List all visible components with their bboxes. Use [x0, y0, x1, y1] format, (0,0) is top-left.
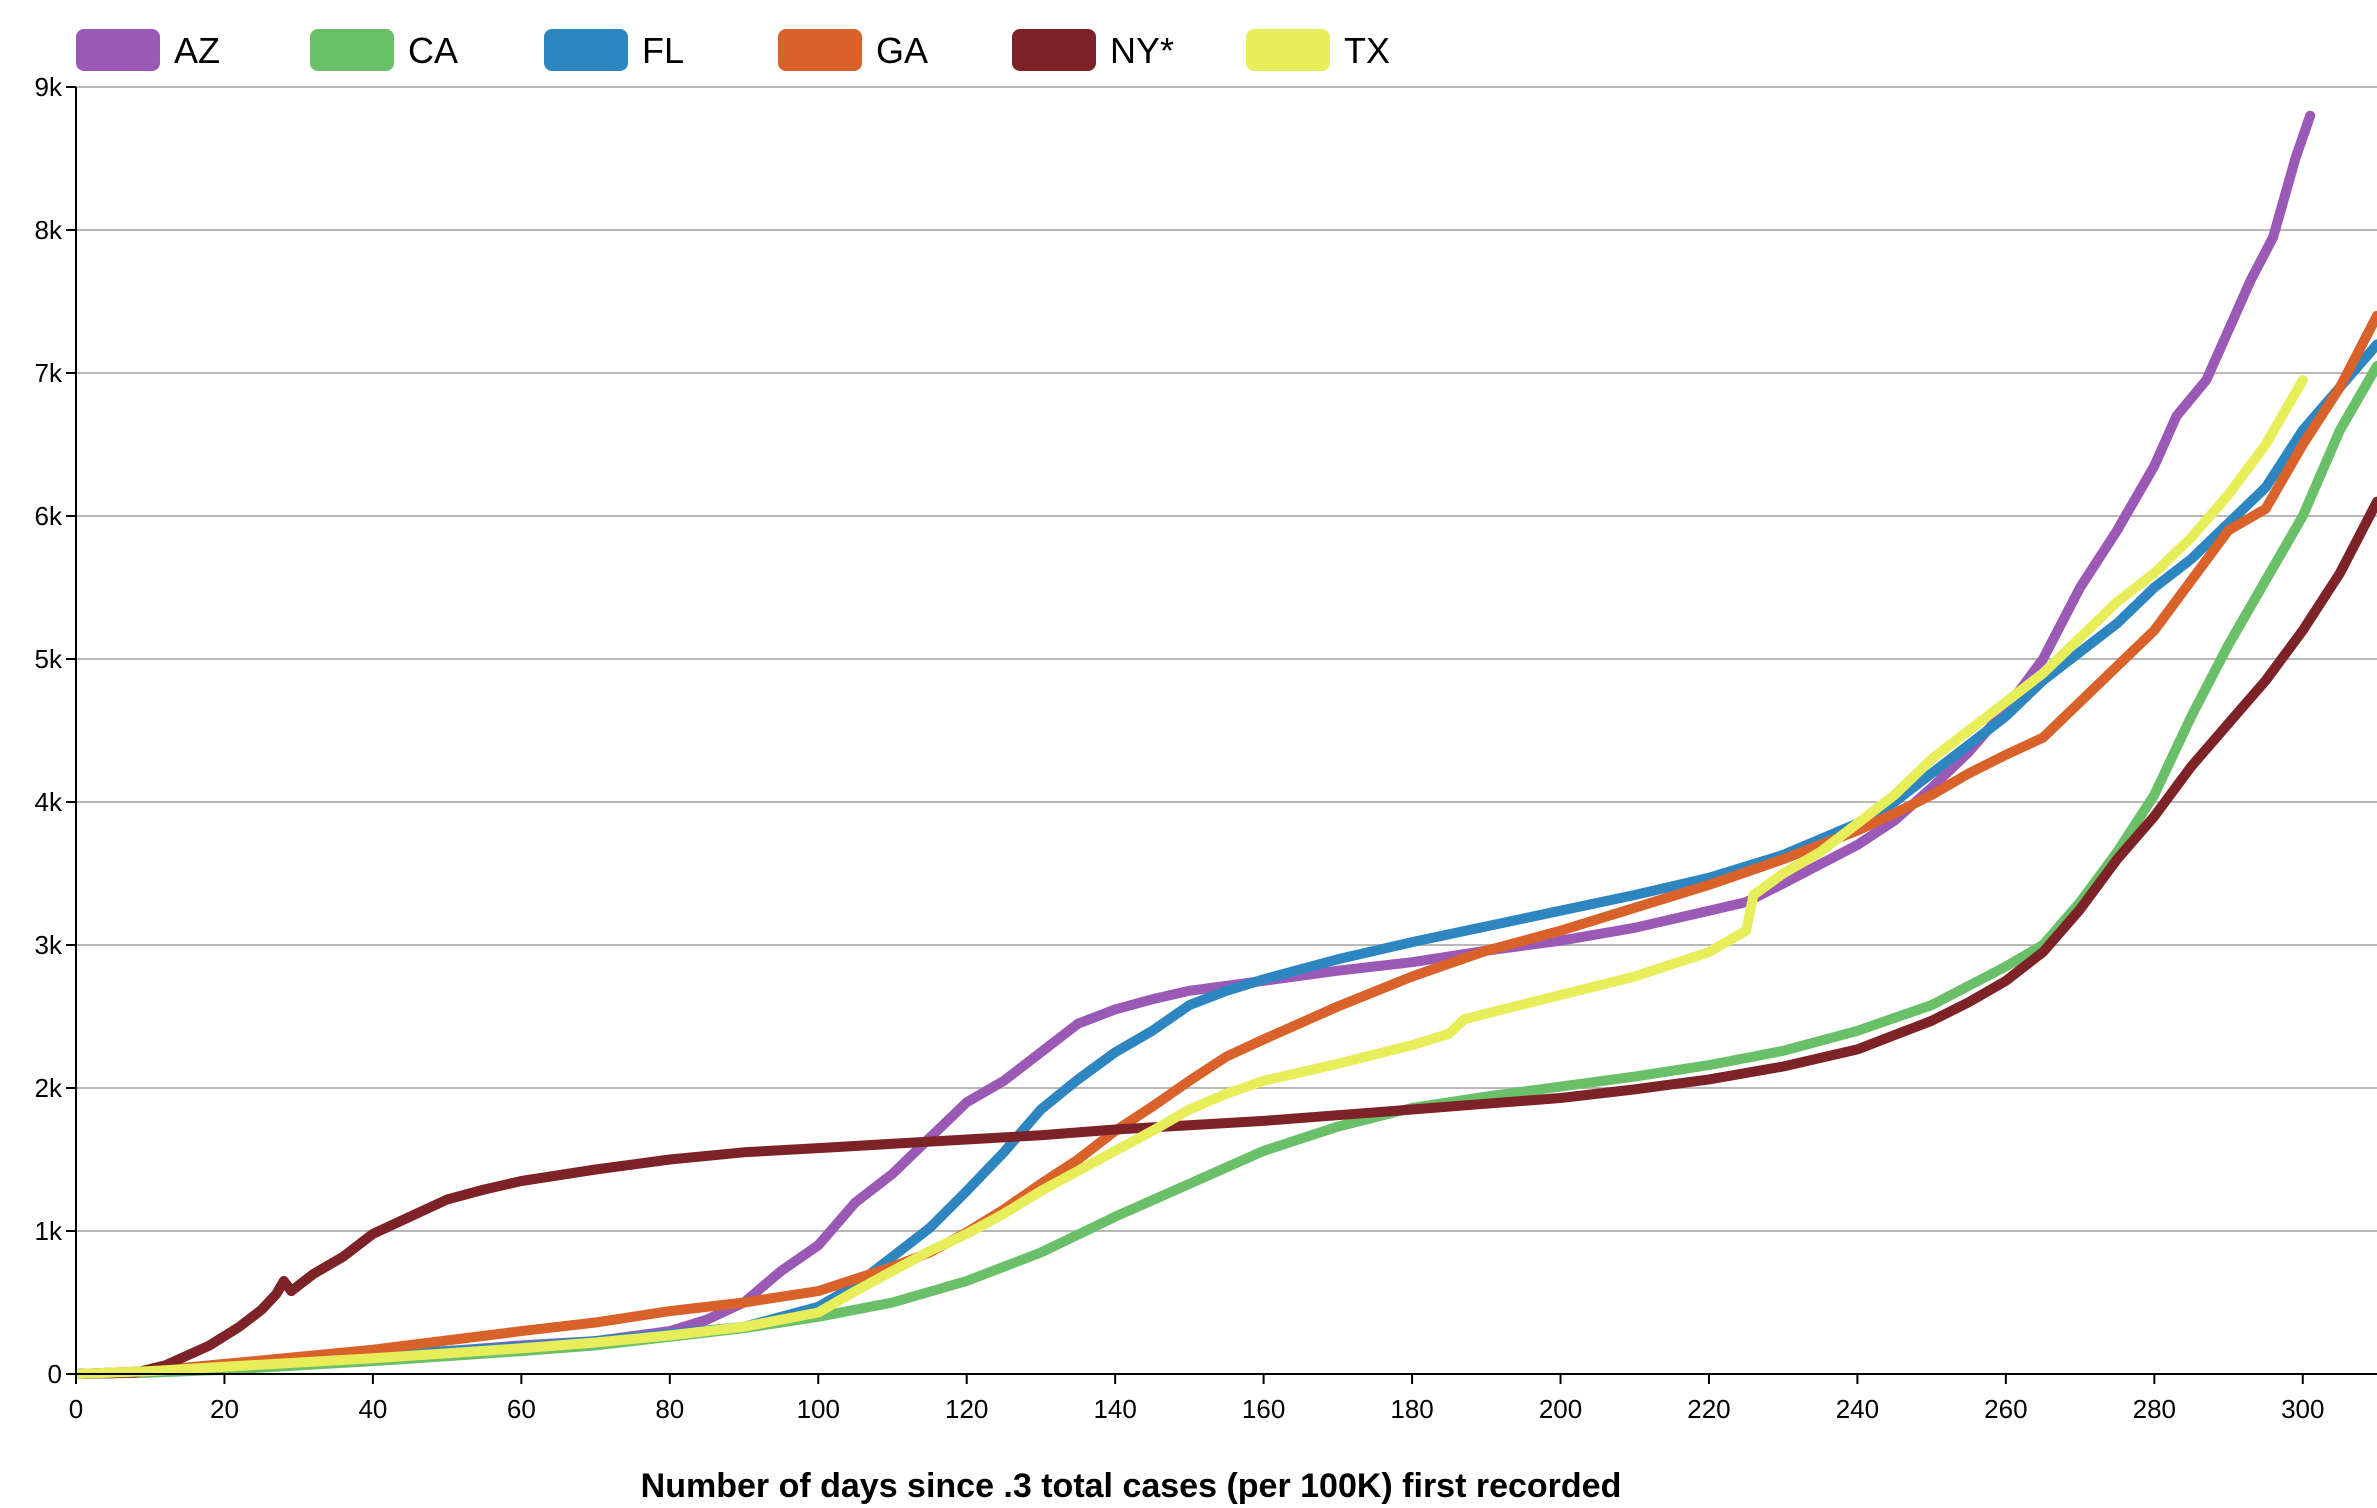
- legend-swatch-tx: [1246, 29, 1330, 71]
- series-line-tx: [76, 375, 2308, 1379]
- x-tick-label: 20: [210, 1394, 239, 1424]
- y-tick-label: 3k: [35, 930, 63, 960]
- y-tick-label: 1k: [35, 1216, 63, 1246]
- y-tick-label: 4k: [35, 787, 63, 817]
- x-tick-label: 180: [1390, 1394, 1433, 1424]
- x-axis-title: Number of days since .3 total cases (per…: [641, 1467, 1622, 1505]
- y-tick-label: 0: [48, 1359, 62, 1389]
- x-tick-label: 200: [1539, 1394, 1582, 1424]
- x-tick-label: 220: [1687, 1394, 1730, 1424]
- x-tick-label: 280: [2133, 1394, 2176, 1424]
- y-tick-label: 7k: [35, 358, 63, 388]
- legend-label-ny: NY*: [1110, 30, 1174, 71]
- legend-swatch-ca: [310, 29, 394, 71]
- x-tick-label: 0: [69, 1394, 83, 1424]
- x-tick-label: 80: [655, 1394, 684, 1424]
- legend-swatch-ga: [778, 29, 862, 71]
- x-tick-label: 140: [1093, 1394, 1136, 1424]
- x-tick-label: 100: [797, 1394, 840, 1424]
- y-tick-label: 6k: [35, 501, 63, 531]
- grid-lines: [76, 86, 2377, 1232]
- legend: AZ CA FL GA NY* TX: [76, 29, 1390, 71]
- y-axis-ticks: 0 1k 2k 3k 4k 5k 6k 7k 8k 9k: [35, 72, 76, 1389]
- legend-swatch-az: [76, 29, 160, 71]
- series-line-ga: [76, 310, 2377, 1379]
- series-line-az: [76, 110, 2316, 1379]
- x-tick-label: 160: [1242, 1394, 1285, 1424]
- legend-label-tx: TX: [1344, 30, 1390, 71]
- x-axis-ticks: 0 20 40 60 80 100 120 140 160 180 200 220 240 260 280 3…: [69, 1374, 2324, 1424]
- legend-swatch-fl: [544, 29, 628, 71]
- series-line-ny: [76, 496, 2377, 1379]
- legend-label-ca: CA: [408, 30, 458, 71]
- legend-label-ga: GA: [876, 30, 928, 71]
- legend-swatch-ny: [1012, 29, 1096, 71]
- legend-label-az: AZ: [174, 30, 220, 71]
- series-line-ca: [76, 360, 2377, 1379]
- axes: [75, 87, 2377, 1375]
- y-tick-label: 5k: [35, 644, 63, 674]
- x-tick-label: 300: [2281, 1394, 2324, 1424]
- x-tick-label: 240: [1836, 1394, 1879, 1424]
- x-tick-label: 40: [358, 1394, 387, 1424]
- y-tick-label: 9k: [35, 72, 63, 102]
- y-tick-label: 2k: [35, 1073, 63, 1103]
- x-tick-label: 60: [507, 1394, 536, 1424]
- legend-label-fl: FL: [642, 30, 684, 71]
- x-tick-label: 260: [1984, 1394, 2027, 1424]
- y-tick-label: 8k: [35, 215, 63, 245]
- x-tick-label: 120: [945, 1394, 988, 1424]
- series-lines: [76, 110, 2377, 1379]
- series-line-fl: [76, 339, 2377, 1379]
